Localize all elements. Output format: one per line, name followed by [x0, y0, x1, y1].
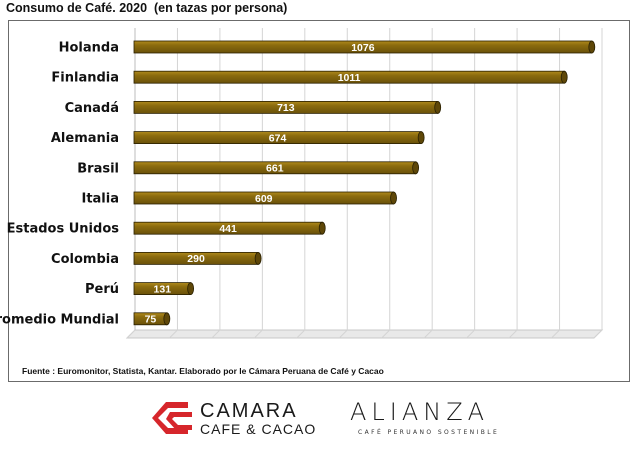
alianza-tagline: CAFÉ PERUANO SOSTENIBLE: [358, 429, 500, 436]
camara-subtitle: CAFE & CACAO: [200, 421, 317, 437]
data-label: 609: [255, 193, 273, 205]
bar-cap: [560, 70, 568, 84]
gridline-floor: [169, 329, 178, 339]
bar-cap: [588, 40, 596, 54]
bar-cap: [254, 251, 262, 265]
gridline-floor: [551, 329, 560, 339]
chart-plot: 1076 Holanda 1011 Finlandia 713 Canadá 674 Alem…: [0, 28, 604, 339]
category-label: Alemania: [51, 131, 119, 146]
bar-cap: [187, 282, 195, 296]
bar-cap: [318, 221, 326, 235]
bar-cap: [417, 131, 425, 145]
data-label: 661: [266, 163, 284, 175]
category-label: Italia: [81, 192, 119, 207]
bar-cap: [163, 312, 171, 326]
camara-mark-icon: [152, 402, 192, 434]
bar-cap: [434, 101, 442, 114]
data-label: 75: [145, 314, 157, 326]
gridline-floor: [593, 329, 603, 339]
gridline-floor: [296, 329, 306, 339]
data-label: 131: [154, 283, 172, 295]
bar-cap: [412, 161, 420, 175]
data-label: 1011: [338, 72, 361, 84]
data-label: 290: [187, 253, 205, 265]
category-label: Perú: [85, 282, 119, 297]
category-label: Colombia: [51, 252, 119, 267]
bar-cap: [390, 191, 397, 205]
category-label: Holanda: [59, 41, 119, 56]
chart-title: Consumo de Café. 2020 (en tazas por pers…: [6, 1, 288, 15]
alianza-logo: ALIANZA CAFÉ PERUANO SOSTENIBLE: [346, 398, 506, 442]
gridline-floor: [211, 329, 221, 339]
data-label: 713: [277, 102, 295, 114]
gridline-floor: [126, 329, 136, 339]
gridline-floor: [381, 329, 391, 339]
gridline-floor: [254, 329, 263, 339]
gridline-floor: [338, 329, 348, 339]
camara-name: CAMARA: [200, 400, 298, 422]
data-label: 441: [219, 223, 237, 235]
category-label: Canadá: [65, 101, 119, 116]
data-label: 1076: [351, 42, 375, 54]
gridline-floor: [423, 329, 433, 339]
gridline-floor: [508, 329, 518, 339]
category-label: Promedio Mundial: [0, 312, 119, 327]
category-label: Estados Unidos: [7, 222, 120, 237]
gridline-floor: [466, 329, 475, 339]
category-label: Brasil: [77, 161, 119, 176]
camara-logo: CAMARA CAFE & CACAO: [148, 398, 318, 440]
alianza-name: ALIANZA: [350, 398, 490, 426]
data-label: 674: [269, 132, 287, 144]
source-note: Fuente : Euromonitor, Statista, Kantar. …: [22, 366, 384, 376]
category-label: Finlandia: [51, 71, 119, 86]
chart-floor: [125, 329, 604, 339]
